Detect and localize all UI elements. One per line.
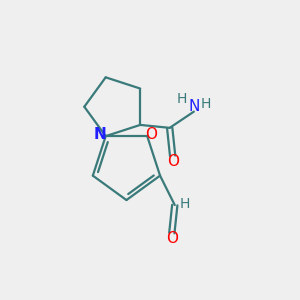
Text: H: H	[176, 92, 187, 106]
Text: N: N	[188, 99, 200, 114]
Text: H: H	[180, 196, 190, 211]
Text: N: N	[94, 127, 107, 142]
Text: O: O	[145, 127, 157, 142]
Text: O: O	[167, 154, 178, 169]
Text: O: O	[166, 231, 178, 246]
Text: H: H	[201, 97, 211, 111]
